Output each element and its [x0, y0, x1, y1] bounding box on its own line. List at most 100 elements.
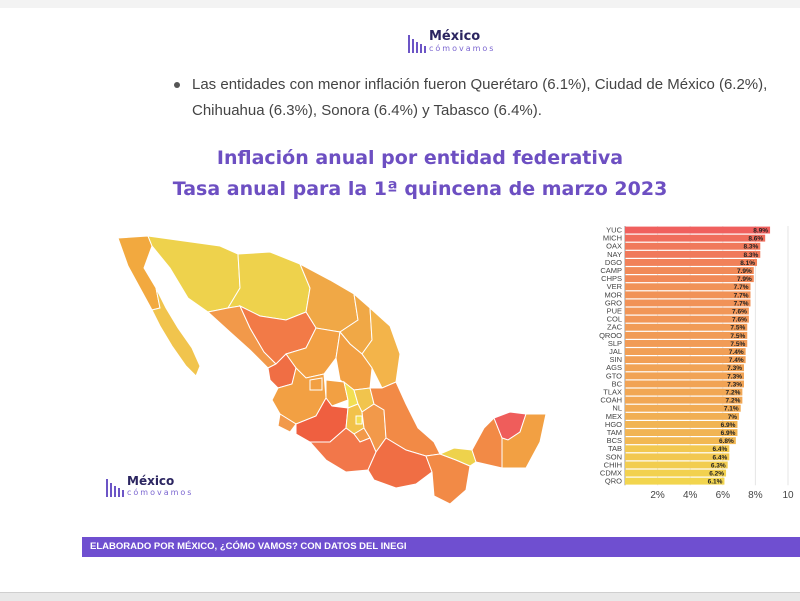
bar-gto	[625, 372, 744, 380]
bar-nay	[625, 250, 761, 258]
bar-nl	[625, 404, 741, 412]
logo-bars-icon	[408, 35, 426, 53]
category-label: NL	[612, 404, 622, 413]
data-label: 7.3%	[727, 373, 742, 380]
bar-hgo	[625, 421, 738, 428]
category-label: COAH	[600, 396, 622, 405]
data-label: 7.5%	[730, 325, 745, 332]
category-label: NAY	[607, 250, 622, 259]
data-label: 7.1%	[724, 406, 739, 413]
category-label: BCS	[607, 436, 622, 445]
logo-word-mexico: México	[429, 29, 481, 44]
data-label: 7.9%	[737, 276, 752, 283]
category-label: TLAX	[603, 388, 622, 397]
logo-bottom: México cómovamos	[106, 475, 193, 497]
data-label: 6.3%	[711, 462, 726, 469]
bar-tab	[625, 445, 730, 453]
data-label: 8.6%	[748, 236, 763, 243]
x-tick-label: 6%	[716, 490, 731, 501]
data-label: 7.6%	[732, 309, 747, 316]
summary-text: Las entidades con menor inflación fueron…	[192, 76, 768, 119]
data-label: 8.3%	[743, 244, 758, 251]
category-label: CDMX	[600, 469, 622, 478]
summary-bullet: Las entidades con menor inflación fueron…	[174, 72, 774, 124]
category-label: JAL	[609, 347, 622, 356]
data-label: 7.5%	[730, 333, 745, 340]
category-label: CHIH	[604, 460, 622, 469]
map-state-gro	[308, 427, 377, 473]
category-label: SON	[606, 452, 622, 461]
bar-camp	[625, 267, 754, 274]
bar-qroo	[625, 331, 748, 339]
data-label: 7.6%	[732, 317, 747, 324]
category-label: CAMP	[600, 266, 622, 275]
data-label: 6.4%	[712, 446, 727, 453]
data-label: 7%	[728, 414, 738, 421]
category-label: GRO	[605, 298, 622, 307]
category-label: SIN	[609, 355, 622, 364]
data-label: 6.2%	[709, 471, 724, 478]
category-label: TAM	[607, 428, 622, 437]
inflation-bar-chart: YUC 8.9% MICH 8.6% OAX 8.3% NAY 8.3% DGO 8.1% CAMP…	[599, 226, 794, 502]
data-label: 6.4%	[712, 454, 727, 461]
data-label: 7.4%	[729, 357, 744, 364]
category-label: BC	[612, 379, 623, 388]
map-state-cdmx	[355, 415, 363, 425]
logo-word-mexico: México	[127, 474, 175, 488]
bullet-dot-icon	[174, 82, 180, 88]
category-label: SLP	[608, 339, 622, 348]
bar-tam	[625, 429, 738, 436]
bar-gro	[625, 299, 751, 307]
category-label: YUC	[606, 226, 622, 235]
category-label: ZAC	[607, 323, 623, 332]
category-label: TAB	[608, 444, 622, 453]
bar-jal	[625, 348, 746, 355]
logo-word-comovamos: cómovamos	[127, 488, 194, 497]
source-footer: ELABORADO POR MÉXICO, ¿CÓMO VAMOS? CON D…	[82, 537, 800, 557]
map-state-ags	[309, 377, 323, 391]
bar-bc	[625, 380, 744, 388]
bar-col	[625, 315, 749, 323]
bar-chih	[625, 461, 728, 469]
bar-dgo	[625, 259, 758, 266]
category-label: CHPS	[601, 274, 622, 283]
bar-ver	[625, 283, 751, 291]
data-label: 7.9%	[737, 268, 752, 275]
browser-top-strip	[0, 0, 800, 8]
data-label: 8.1%	[740, 260, 755, 267]
logo-word-comovamos: cómovamos	[429, 44, 496, 53]
bar-ags	[625, 364, 744, 372]
data-label: 7.3%	[727, 365, 742, 372]
category-label: MICH	[603, 234, 622, 243]
data-label: 7.7%	[734, 300, 749, 307]
data-label: 6.9%	[721, 430, 736, 437]
data-label: 7.4%	[729, 349, 744, 356]
bar-tlax	[625, 388, 743, 396]
bar-mex	[625, 412, 740, 420]
category-label: GTO	[606, 371, 622, 380]
data-label: 8.3%	[743, 252, 758, 259]
chart-subtitle: Tasa anual para la 1ª quincena de marzo …	[172, 178, 668, 200]
map-state-oax	[367, 437, 433, 489]
bar-oax	[625, 242, 761, 250]
data-label: 7.2%	[726, 390, 741, 397]
data-label: 7.7%	[734, 284, 749, 291]
category-label: QRO	[605, 477, 622, 486]
logo-top: México cómovamos	[408, 30, 495, 53]
category-label: MOR	[605, 290, 623, 299]
map-state-col	[277, 413, 297, 433]
data-label: 6.8%	[719, 438, 734, 445]
category-label: MEX	[606, 412, 622, 421]
bar-mich	[625, 234, 766, 242]
data-label: 7.5%	[730, 341, 745, 348]
mexico-choropleth-map	[117, 235, 547, 505]
data-label: 6.9%	[721, 422, 736, 429]
category-label: PUE	[607, 307, 622, 316]
bar-sin	[625, 356, 746, 364]
logo-bars-icon	[106, 479, 124, 497]
data-label: 7.2%	[726, 398, 741, 405]
data-label: 8.9%	[753, 228, 768, 235]
x-tick-label: 10	[782, 490, 794, 501]
bar-zac	[625, 323, 748, 331]
x-tick-label: 8%	[748, 490, 763, 501]
